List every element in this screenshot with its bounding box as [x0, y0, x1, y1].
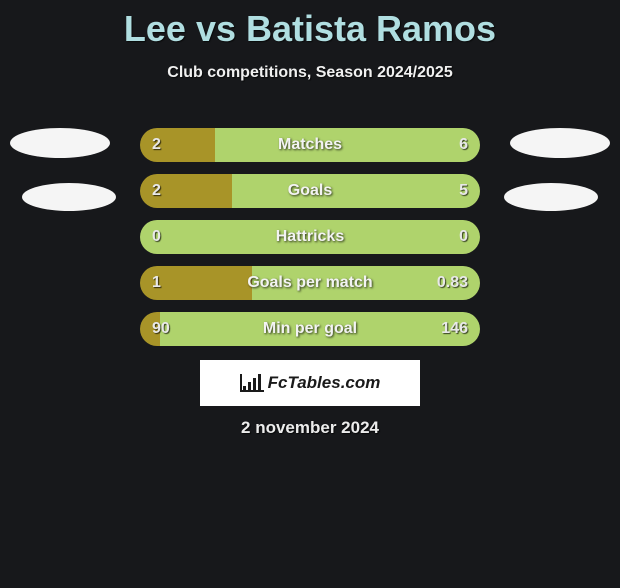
brand-badge: FcTables.com [200, 360, 420, 406]
stat-label: Goals per match [140, 266, 480, 300]
stat-row: 25Goals [0, 174, 620, 208]
stat-label: Hattricks [140, 220, 480, 254]
stat-row: 90146Min per goal [0, 312, 620, 346]
brand-chart-icon [240, 374, 262, 392]
brand-text: FcTables.com [268, 373, 381, 393]
stats-chart: 26Matches 25Goals 00Hattricks 10.83Goals pe… [0, 128, 620, 358]
stat-row: 26Matches [0, 128, 620, 162]
stat-label: Matches [140, 128, 480, 162]
stat-row: 00Hattricks [0, 220, 620, 254]
date-label: 2 november 2024 [0, 418, 620, 438]
stat-row: 10.83Goals per match [0, 266, 620, 300]
page-title: Lee vs Batista Ramos [0, 8, 620, 50]
subtitle: Club competitions, Season 2024/2025 [0, 64, 620, 82]
stat-label: Goals [140, 174, 480, 208]
stat-label: Min per goal [140, 312, 480, 346]
